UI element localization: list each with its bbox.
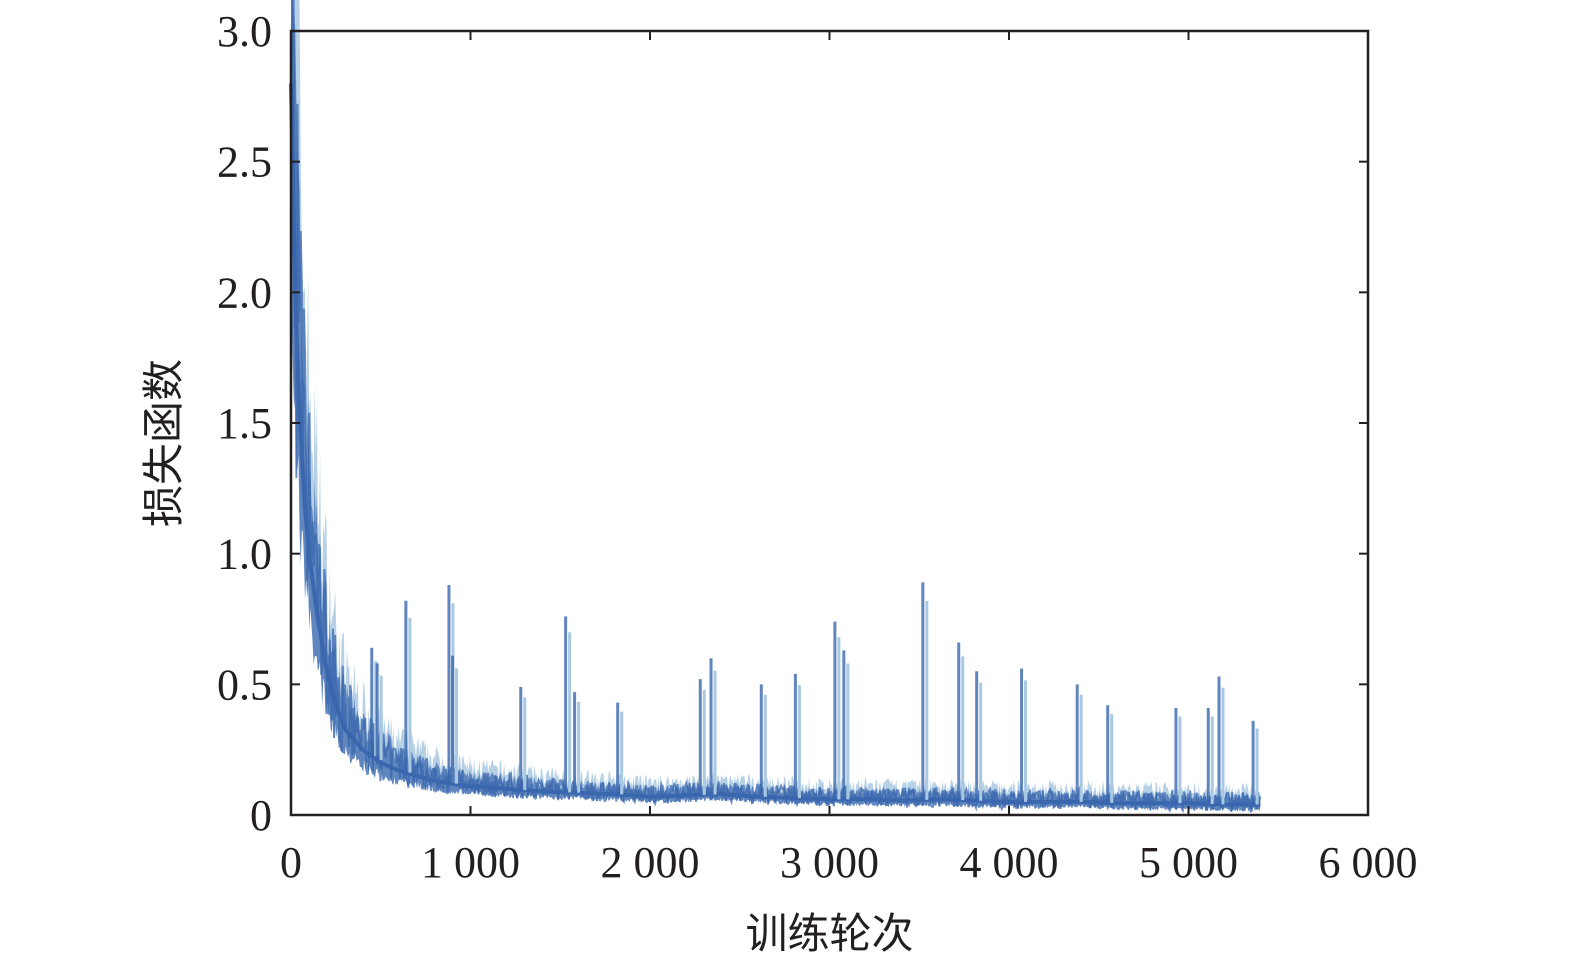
x-tick-label: 5 000 bbox=[1139, 838, 1238, 887]
x-tick-label: 6 000 bbox=[1319, 838, 1418, 887]
loss-line bbox=[289, 83, 1261, 807]
x-tick-label: 4 000 bbox=[960, 838, 1059, 887]
loss-noise-line bbox=[290, 0, 1262, 814]
loss-noise-band bbox=[291, 0, 1261, 812]
x-axis-title: 训练轮次 bbox=[745, 909, 913, 958]
y-tick-label: 0 bbox=[250, 791, 272, 840]
y-tick-label: 1.0 bbox=[217, 530, 272, 579]
plot-data bbox=[289, 0, 1262, 814]
y-tick-label: 0.5 bbox=[217, 660, 272, 709]
y-tick-label: 2.5 bbox=[217, 138, 272, 187]
y-tick-label: 2.0 bbox=[217, 268, 272, 317]
y-tick-labels: 0 0.5 1.0 1.5 2.0 2.5 3.0 bbox=[217, 7, 272, 840]
y-tick-label: 3.0 bbox=[217, 7, 272, 56]
y-axis-title: 损失函数 bbox=[139, 359, 188, 527]
axis-ticks bbox=[290, 30, 1369, 816]
y-tick-label: 1.5 bbox=[217, 399, 272, 448]
loss-core-band bbox=[291, 0, 1261, 812]
x-tick-label: 3 000 bbox=[780, 838, 879, 887]
x-tick-label: 1 000 bbox=[421, 838, 520, 887]
x-tick-label: 2 000 bbox=[601, 838, 700, 887]
x-tick-label: 0 bbox=[280, 838, 302, 887]
x-tick-labels: 0 1 000 2 000 3 000 4 000 5 000 6 000 bbox=[280, 838, 1418, 887]
